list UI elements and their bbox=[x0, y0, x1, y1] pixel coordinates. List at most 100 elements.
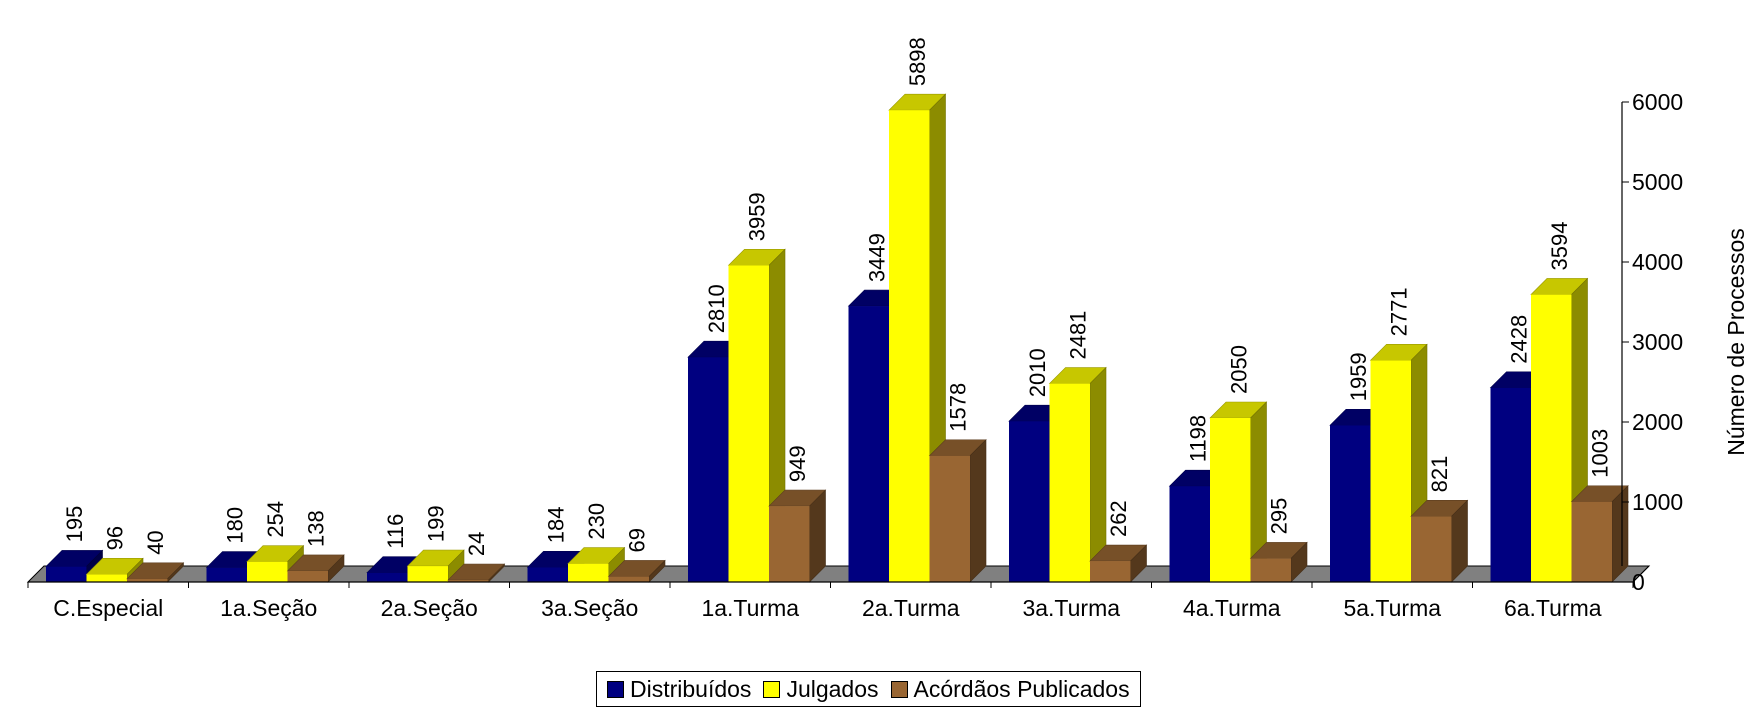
bar-front-face bbox=[1090, 561, 1131, 582]
data-label: 180 bbox=[223, 507, 248, 544]
x-tick-label: C.Especial bbox=[53, 595, 163, 621]
y-axis: 0 1000 2000 3000 4000 5000 6000 Número de Proce… bbox=[1621, 89, 1749, 595]
bar-front-face bbox=[1411, 516, 1452, 582]
y-axis-depth-line bbox=[1632, 565, 1650, 583]
x-tick-label: 2a.Seção bbox=[381, 595, 478, 621]
bar-front-face bbox=[568, 563, 609, 582]
data-label: 5898 bbox=[905, 37, 930, 86]
bar-acordaos-publicados-c-especial bbox=[126, 562, 185, 583]
data-label: 2481 bbox=[1066, 311, 1091, 360]
bar-acordaos-publicados-3a-turma bbox=[1089, 544, 1148, 583]
bar-front-face bbox=[1250, 558, 1291, 582]
bar-julgados-4a-turma bbox=[1209, 401, 1268, 583]
data-label: 1959 bbox=[1346, 352, 1371, 401]
bars-layer bbox=[45, 93, 1629, 583]
y-tick-label: 5000 bbox=[1632, 169, 1683, 195]
bar-front-face bbox=[206, 567, 247, 582]
bar-front-face bbox=[527, 567, 568, 582]
y-tick-label: 2000 bbox=[1632, 409, 1683, 435]
data-label: 69 bbox=[625, 528, 650, 552]
bar-front-face bbox=[367, 572, 408, 582]
data-label: 230 bbox=[584, 503, 609, 540]
bar-front-face bbox=[287, 570, 328, 582]
x-tick-label: 4a.Turma bbox=[1183, 595, 1281, 621]
bar-acordaos-publicados-4a-turma bbox=[1249, 541, 1308, 583]
x-tick-label: 3a.Turma bbox=[1022, 595, 1120, 621]
data-label: 1003 bbox=[1588, 429, 1613, 478]
bar-acordaos-publicados-2a-turma bbox=[928, 439, 987, 583]
data-label: 24 bbox=[464, 532, 489, 556]
bar-side-face bbox=[969, 439, 987, 583]
legend-swatch bbox=[890, 680, 908, 698]
legend-item-distribuidos: Distribuídos bbox=[607, 676, 751, 703]
bar-front-face bbox=[46, 566, 87, 582]
bar-front-face bbox=[848, 306, 889, 582]
bar-front-face bbox=[728, 265, 769, 582]
bar-julgados-2a-secao bbox=[406, 549, 465, 583]
bar-side-face bbox=[1611, 485, 1629, 583]
x-tick-label: 2a.Turma bbox=[862, 595, 960, 621]
bar-front-face bbox=[1370, 360, 1411, 582]
chart-legend: Distribuídos Julgados Acórdãos Publicados bbox=[596, 671, 1141, 707]
bar-acordaos-publicados-1a-turma bbox=[768, 489, 827, 583]
data-label: 1198 bbox=[1186, 415, 1211, 462]
bar-front-face bbox=[929, 455, 970, 582]
bar-acordaos-publicados-3a-secao bbox=[607, 559, 666, 583]
data-label: 2050 bbox=[1226, 345, 1251, 394]
data-label: 2428 bbox=[1507, 315, 1532, 364]
data-label: 949 bbox=[785, 445, 810, 482]
data-label: 195 bbox=[62, 506, 87, 543]
data-label: 295 bbox=[1267, 498, 1292, 535]
data-label: 2771 bbox=[1387, 287, 1412, 336]
data-label: 138 bbox=[304, 510, 329, 547]
bar-front-face bbox=[407, 566, 448, 582]
bar-chart: 195 96 40 180 254 138 116 199 24 184 230 69 2810 3959… bbox=[26, 37, 1749, 621]
y-axis-title: Número de Processos bbox=[1723, 228, 1749, 456]
data-label: 254 bbox=[263, 501, 288, 538]
bar-julgados-6a-turma bbox=[1530, 277, 1589, 583]
bar-front-face bbox=[889, 110, 930, 582]
bar-front-face bbox=[1009, 421, 1050, 582]
bar-front-face bbox=[1049, 383, 1090, 582]
data-label: 184 bbox=[544, 507, 569, 544]
bar-front-face bbox=[247, 561, 288, 582]
bar-julgados-3a-secao bbox=[567, 546, 626, 583]
x-tick-label: 3a.Seção bbox=[541, 595, 638, 621]
data-label: 2810 bbox=[704, 284, 729, 333]
x-axis: C.Especial 1a.Seção 2a.Seção 3a.Seção 1a.Tur… bbox=[27, 581, 1634, 621]
bar-side-face bbox=[809, 489, 826, 583]
bar-julgados-3a-turma bbox=[1048, 366, 1107, 583]
bar-acordaos-publicados-2a-secao bbox=[447, 563, 506, 583]
bar-acordaos-publicados-5a-turma bbox=[1410, 499, 1469, 583]
data-label: 2010 bbox=[1025, 348, 1050, 397]
x-tick-label: 1a.Seção bbox=[220, 595, 317, 621]
bar-front-face bbox=[1571, 501, 1612, 582]
bar-front-face bbox=[608, 576, 649, 582]
bar-front-face bbox=[1210, 418, 1251, 582]
bar-front-face bbox=[1531, 294, 1572, 582]
data-label: 40 bbox=[143, 530, 168, 554]
bar-front-face bbox=[448, 580, 489, 582]
bar-front-face bbox=[688, 357, 729, 582]
bar-front-face bbox=[86, 574, 127, 582]
legend-item-acordaos-publicados: Acórdãos Publicados bbox=[890, 676, 1130, 703]
y-tick-label: 0 bbox=[1632, 569, 1645, 595]
data-label: 199 bbox=[424, 505, 449, 542]
bar-front-face bbox=[1169, 486, 1210, 582]
legend-item-julgados: Julgados bbox=[763, 676, 879, 703]
bar-acordaos-publicados-6a-turma bbox=[1570, 485, 1629, 583]
x-tick-label: 6a.Turma bbox=[1504, 595, 1602, 621]
x-tick-label: 5a.Turma bbox=[1343, 595, 1441, 621]
data-labels-layer: 195 96 40 180 254 138 116 199 24 184 230 69 2810 3959… bbox=[62, 37, 1613, 556]
data-label: 821 bbox=[1427, 456, 1452, 493]
bar-julgados-5a-turma bbox=[1369, 343, 1428, 583]
legend-label: Distribuídos bbox=[630, 675, 752, 702]
data-label: 1578 bbox=[946, 383, 971, 432]
x-tick-label: 1a.Turma bbox=[701, 595, 799, 621]
bar-front-face bbox=[1490, 387, 1531, 582]
data-label: 3449 bbox=[865, 233, 890, 282]
data-label: 116 bbox=[383, 514, 408, 549]
legend-swatch bbox=[607, 680, 624, 698]
bar-front-face bbox=[769, 506, 810, 582]
bar-acordaos-publicados-1a-secao bbox=[286, 554, 345, 583]
